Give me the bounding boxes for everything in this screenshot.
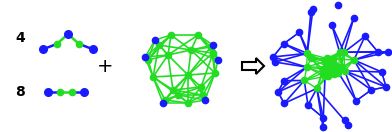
Text: 4: 4 (15, 31, 25, 45)
Text: 8: 8 (15, 85, 25, 99)
Polygon shape (242, 58, 264, 74)
Text: +: + (97, 56, 113, 76)
